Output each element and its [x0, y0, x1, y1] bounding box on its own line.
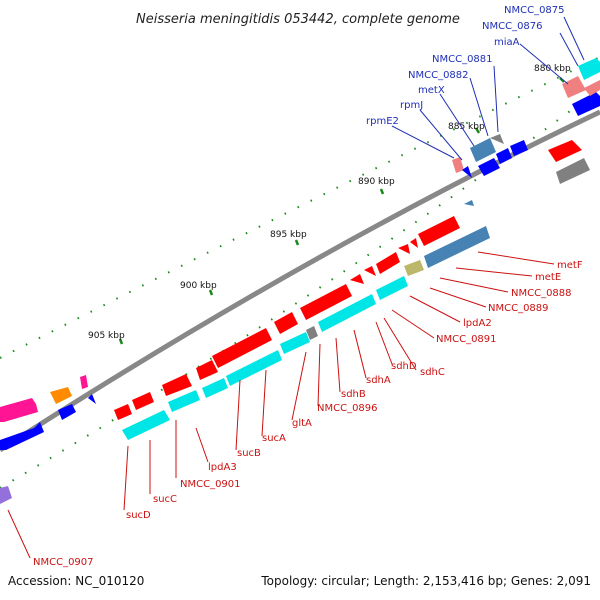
label-NMCC_0882: NMCC_0882: [408, 70, 469, 81]
gene-NMCC_0901: [162, 374, 192, 396]
gene-sucA: [274, 312, 298, 334]
label-NMCC_0907: NMCC_0907: [33, 557, 94, 568]
major-tick-900: [208, 289, 214, 296]
major-tick-890: [379, 188, 385, 195]
label-lpdA3: lpdA3: [208, 462, 237, 473]
feature-blue-4: [510, 140, 528, 156]
label-sdhA: sdhA: [366, 375, 391, 386]
gene-sdhC: [410, 238, 418, 248]
gene-sdhB: [364, 266, 376, 276]
feature-grey-mid: [306, 326, 318, 340]
label-NMCC_0896: NMCC_0896: [317, 403, 378, 414]
major-tick-880: [559, 77, 565, 83]
label-metX: metX: [418, 85, 445, 96]
feature-grey-right: [556, 158, 590, 184]
label-miaA: miaA: [494, 37, 520, 48]
feature-orange: [50, 387, 72, 404]
label-sucC: sucC: [153, 494, 177, 505]
gene-metX: [490, 134, 504, 144]
gene-sdhD: [398, 244, 410, 254]
rna-2: [168, 390, 200, 412]
gene-sucD: [114, 404, 132, 420]
label-NMCC_0888: NMCC_0888: [511, 288, 572, 299]
label-NMCC_0876: NMCC_0876: [482, 21, 543, 32]
label-rpmJ: rpmJ: [400, 100, 423, 111]
label-sucA: sucA: [262, 433, 286, 444]
rna-5: [280, 332, 310, 354]
feature-pink-small: [80, 375, 88, 389]
gene-NMCC_0875: [562, 76, 586, 98]
gene-sdhA: [376, 252, 400, 274]
label-sdhD: sdhD: [391, 361, 417, 372]
label-NMCC_0901: NMCC_0901: [180, 479, 241, 490]
feature-blue-3: [496, 148, 512, 164]
label-sdhB: sdhB: [341, 389, 366, 400]
label-NMCC_0875: NMCC_0875: [504, 5, 565, 16]
accession-text: Accession: NC_010120: [8, 574, 144, 588]
map-title: Neisseria meningitidis 053442, complete …: [136, 12, 460, 27]
label-metF: metF: [557, 260, 583, 271]
gene-NMCC_0896: [350, 274, 364, 284]
rna-3: [202, 378, 228, 398]
label-NMCC_0891: NMCC_0891: [436, 334, 497, 345]
rna-7: [376, 276, 408, 300]
feature-blue-arrow-2: [462, 166, 472, 178]
tick-label-885: 885 kbp: [448, 122, 485, 132]
genome-summary-text: Topology: circular; Length: 2,153,416 bp…: [260, 574, 591, 588]
feature-salmon-right: [584, 80, 600, 96]
rna-1: [122, 410, 170, 440]
feature-pink-left: [0, 398, 38, 422]
tick-label-905: 905 kbp: [88, 331, 125, 341]
feature-blue-left: [0, 422, 44, 450]
reverse-track: [0, 80, 600, 504]
major-tick-905: [118, 338, 124, 345]
tick-label-900: 900 kbp: [180, 281, 217, 291]
feature-blue-small-1: [58, 404, 76, 420]
tick-label-895: 895 kbp: [270, 230, 307, 240]
major-tick-885: [474, 127, 481, 134]
label-gltA: gltA: [292, 418, 312, 429]
tick-label-880: 880 kbp: [534, 64, 571, 74]
gene-NMCC_0907: [0, 486, 12, 504]
gene-lpdA3: [196, 360, 218, 380]
rna-4: [226, 350, 282, 386]
feature-steel-1: [424, 226, 490, 268]
label-metE: metE: [535, 272, 561, 283]
red-leaders: [7, 251, 555, 559]
gene-rpmJ: [470, 138, 496, 162]
gene-gltA: [300, 284, 352, 320]
label-NMCC_0881: NMCC_0881: [432, 54, 493, 65]
feature-blue-arrow: [88, 394, 96, 404]
feature-steel-small: [464, 200, 474, 206]
label-sdhC: sdhC: [420, 367, 445, 378]
gene-sucB: [212, 328, 272, 368]
gene-sucC: [132, 392, 154, 410]
feature-blue-right: [572, 92, 600, 116]
label-sucB: sucB: [237, 448, 261, 459]
gene-NMCC_0876: [578, 58, 600, 80]
feature-blue-2: [478, 158, 500, 176]
feature-khaki: [404, 260, 424, 276]
gene-NMCC_0881: [548, 140, 582, 162]
label-rpmE2: rpmE2: [366, 116, 399, 127]
blue-leaders: [391, 16, 585, 161]
label-sucD: sucD: [126, 510, 151, 521]
tick-ring: [0, 57, 599, 489]
gene-rpmE2: [452, 157, 464, 173]
major-tick-895: [294, 239, 300, 246]
forward-track: [0, 58, 600, 450]
rna-6: [318, 294, 376, 332]
gene-lpdA2: [418, 216, 460, 246]
label-NMCC_0889: NMCC_0889: [488, 303, 549, 314]
tick-label-890: 890 kbp: [358, 177, 395, 187]
label-lpdA2: lpdA2: [463, 318, 492, 329]
